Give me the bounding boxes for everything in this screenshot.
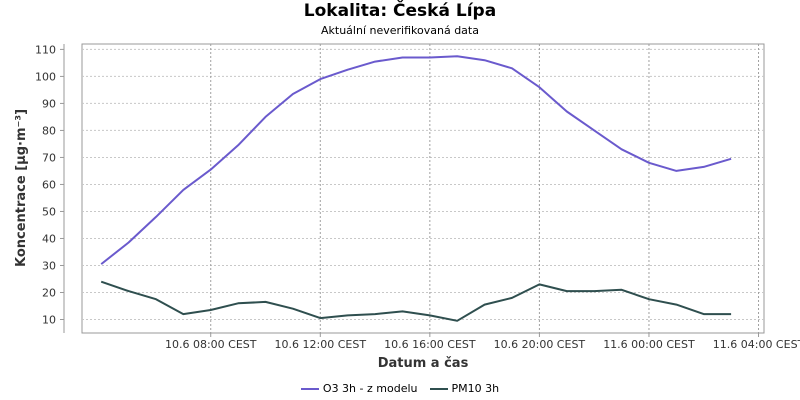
legend-swatch (429, 384, 448, 394)
x-tick-label: 10.6 12:00 CEST (275, 338, 367, 351)
plot-area (81, 43, 765, 334)
series-line-pm10 (100, 280, 732, 322)
x-tick-label: 10.6 16:00 CEST (384, 338, 476, 351)
y-tick-label: 110 (35, 43, 56, 56)
chart-subtitle: Aktuální neverifikovaná data (321, 24, 479, 37)
y-ticks: 10 20 30 40 50 60 70 80 90 100 110 (35, 43, 64, 326)
chart-title: Lokalita: Česká Lípa (303, 1, 497, 21)
y-tick-label: 40 (42, 232, 56, 245)
y-tick-label: 90 (42, 97, 56, 110)
y-tick-label: 10 (42, 313, 56, 326)
series-line-o3 (100, 55, 732, 265)
legend-item: PM10 3h (429, 382, 500, 395)
y-axis-title: Koncentrace [µg·m⁻³] (14, 109, 29, 267)
x-tick-label: 10.6 20:00 CEST (494, 338, 586, 351)
y-tick-label: 20 (42, 286, 56, 299)
legend-label: PM10 3h (451, 382, 500, 395)
legend: O3 3h - z modelu PM10 3h (0, 382, 800, 395)
y-tick-label: 70 (42, 151, 56, 164)
series-lines (100, 55, 732, 322)
grid-lines (82, 44, 764, 333)
y-tick-label: 50 (42, 205, 56, 218)
y-tick-label: 80 (42, 124, 56, 137)
legend-label: O3 3h - z modelu (322, 382, 418, 395)
legend-swatch (300, 384, 319, 394)
x-tick-label: 10.6 08:00 CEST (165, 338, 257, 351)
y-tick-label: 100 (35, 70, 56, 83)
x-tick-label: 11.6 00:00 CEST (603, 338, 695, 351)
x-tick-label: 11.6 04:00 CEST (713, 338, 800, 351)
x-ticks: 10.6 08:00 CEST 10.6 12:00 CEST 10.6 16:00… (165, 333, 800, 351)
legend-item: O3 3h - z modelu (300, 382, 418, 395)
x-axis-title: Datum a čas (378, 356, 469, 371)
y-tick-label: 60 (42, 178, 56, 191)
y-tick-label: 30 (42, 259, 56, 272)
axes (63, 44, 764, 334)
